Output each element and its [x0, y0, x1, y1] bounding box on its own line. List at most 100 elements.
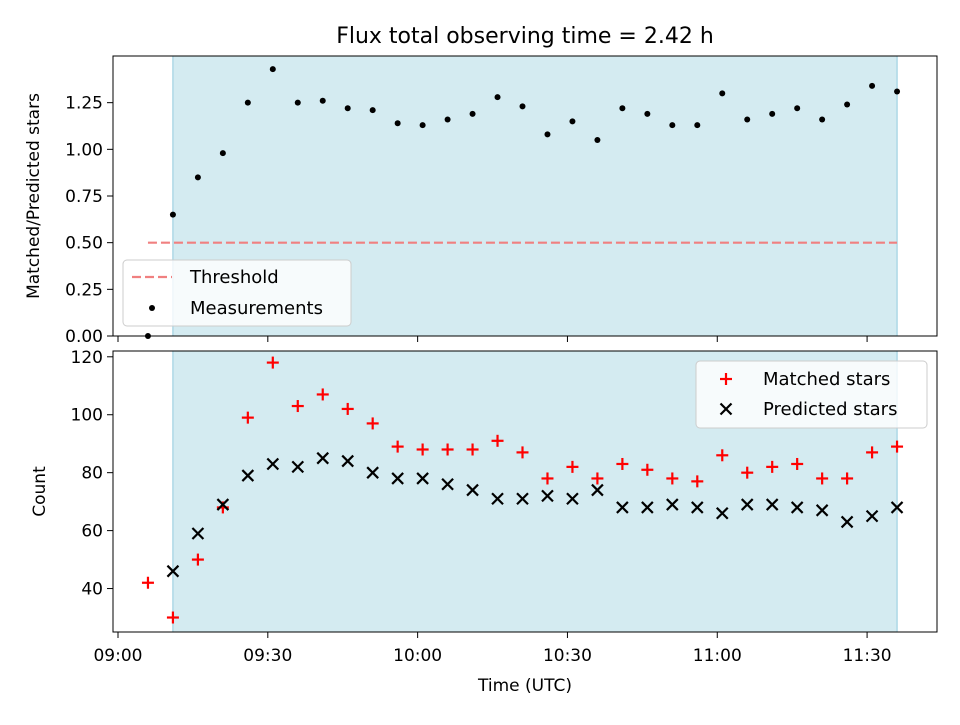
cross-b — [865, 509, 879, 523]
predicted-star-point — [191, 527, 205, 540]
cross-b — [216, 498, 230, 511]
measurement-point — [444, 116, 451, 123]
measurement-point — [394, 120, 401, 127]
predicted-star-point — [166, 564, 180, 578]
predicted-star-point — [890, 501, 904, 514]
measurement-point — [469, 110, 476, 117]
predicted-star-point — [241, 469, 255, 482]
matched-star-point — [591, 472, 604, 485]
cross-b — [591, 483, 604, 497]
predicted-star-point — [591, 483, 604, 497]
legend-predicted-label: Predicted stars — [763, 399, 897, 420]
matched-star-point — [641, 463, 654, 476]
cross-b — [765, 498, 779, 511]
matched-star-point — [841, 472, 854, 485]
predicted-star-point — [715, 506, 729, 520]
predicted-star-point — [840, 515, 854, 529]
matched-star-point — [366, 417, 379, 430]
matched-star-point — [666, 472, 679, 485]
y-tick-label: 60 — [81, 522, 103, 542]
measurement-point — [369, 107, 376, 114]
y-tick-label: 0.25 — [65, 280, 103, 300]
predicted-star-point — [216, 498, 230, 511]
cross-b — [366, 466, 379, 479]
predicted-star-point — [266, 457, 280, 471]
predicted-star-point — [666, 498, 679, 511]
cross-b — [666, 498, 679, 511]
predicted-star-point — [765, 498, 779, 511]
measurement-point — [419, 122, 426, 129]
cross-b — [740, 498, 754, 511]
matched-star-point — [891, 440, 904, 453]
measurement-point — [744, 116, 751, 123]
cross-b — [491, 492, 504, 506]
matched-star-point — [716, 449, 729, 462]
predicted-star-point — [491, 492, 504, 506]
y-tick-label: 0.75 — [65, 187, 103, 207]
cross-b — [316, 451, 330, 465]
matched-star-point — [341, 402, 354, 415]
measurement-point — [194, 174, 201, 181]
x-tick-label: 09:00 — [93, 646, 142, 666]
matched-star-point — [391, 440, 404, 453]
cross-b — [266, 457, 280, 471]
legend-threshold-label: Threshold — [189, 267, 279, 288]
cross-b — [641, 501, 654, 514]
measurement-point — [244, 99, 251, 106]
measurement-point — [694, 122, 701, 129]
predicted-star-point — [466, 483, 479, 497]
ratio-legend: Threshold Measurements — [122, 259, 352, 327]
x-axis-label: Time (UTC) — [477, 676, 572, 696]
predicted-star-point — [391, 472, 404, 485]
measurement-point — [619, 105, 626, 112]
matched-star-point — [291, 400, 304, 413]
cross-b — [715, 506, 729, 520]
matched-star-point — [141, 576, 154, 589]
measurement-point — [719, 90, 726, 97]
matched-star-point — [241, 411, 254, 424]
legend-predicted-swatch — [719, 402, 733, 416]
cross-b — [441, 477, 454, 491]
y-axis-label: Count — [30, 466, 50, 517]
measurement-point — [269, 66, 276, 73]
cross-b — [719, 402, 733, 416]
legend-measurement-label: Measurements — [190, 298, 323, 319]
measurement-point — [569, 118, 576, 125]
count-panel-frame — [112, 350, 938, 633]
predicted-star-point — [366, 466, 379, 479]
matched-star-point — [266, 356, 279, 369]
predicted-star-point — [291, 460, 305, 474]
legend-measurement-swatch — [149, 305, 155, 311]
measurement-point — [319, 97, 326, 104]
predicted-star-point — [541, 489, 554, 503]
cross-b — [566, 492, 579, 506]
y-tick-label: 0.50 — [65, 234, 103, 254]
y-tick-label: 0.00 — [65, 327, 103, 347]
predicted-star-point — [316, 451, 330, 465]
predicted-star-point — [641, 501, 654, 514]
measurement-point — [844, 101, 851, 108]
y-tick-label: 1.25 — [65, 94, 103, 114]
measurement-point — [819, 116, 826, 123]
matched-star-point — [441, 443, 454, 456]
predicted-star-point — [790, 501, 804, 514]
cross-b — [815, 504, 829, 517]
matched-star-point — [191, 553, 204, 566]
count-legend: Matched stars Predicted stars — [695, 360, 928, 429]
cross-b — [616, 501, 629, 514]
cross-b — [166, 564, 180, 578]
predicted-star-point — [815, 504, 829, 517]
cross-b — [291, 460, 305, 474]
cross-b — [840, 515, 854, 529]
cross-b — [516, 492, 529, 506]
predicted-star-point — [441, 477, 454, 491]
measurement-point — [344, 105, 351, 112]
measurement-point — [494, 94, 501, 101]
y-tick-label: 120 — [71, 348, 103, 368]
matched-star-point — [516, 446, 529, 459]
predicted-star-point — [341, 454, 354, 468]
predicted-star-point — [566, 492, 579, 506]
matched-star-point — [766, 460, 779, 473]
ratio-panel: 0.00 0.25 0.50 0.75 1.00 1.25 Matched/Predicte… — [24, 55, 938, 347]
measurement-point — [669, 122, 676, 129]
